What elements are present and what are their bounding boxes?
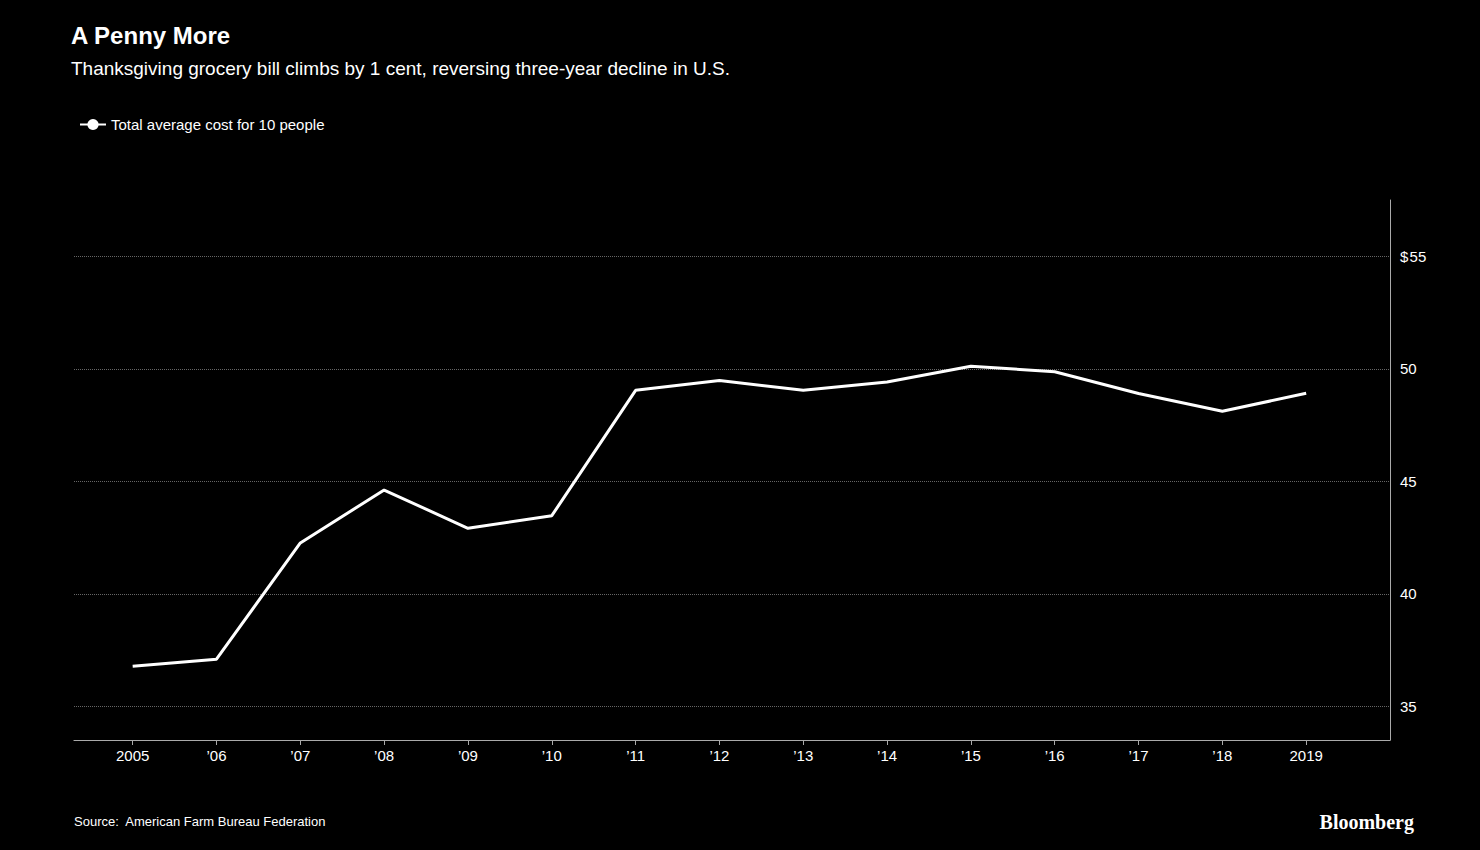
svg-text:’17: ’17 bbox=[1129, 747, 1149, 764]
svg-text:Thanksgiving grocery bill clim: Thanksgiving grocery bill climbs by 1 ce… bbox=[71, 58, 730, 79]
svg-text:’06: ’06 bbox=[206, 747, 226, 764]
svg-text:’12: ’12 bbox=[709, 747, 729, 764]
svg-text:’14: ’14 bbox=[877, 747, 897, 764]
svg-text:2019: 2019 bbox=[1289, 747, 1322, 764]
svg-text:’16: ’16 bbox=[1045, 747, 1065, 764]
svg-text:’07: ’07 bbox=[290, 747, 310, 764]
svg-text:’10: ’10 bbox=[542, 747, 562, 764]
svg-text:’09: ’09 bbox=[458, 747, 478, 764]
svg-text:35: 35 bbox=[1400, 698, 1417, 715]
svg-text:40: 40 bbox=[1400, 585, 1417, 602]
svg-text:Total average cost for 10 peop: Total average cost for 10 people bbox=[111, 116, 324, 133]
svg-text:’11: ’11 bbox=[626, 747, 645, 764]
svg-text:50: 50 bbox=[1400, 360, 1417, 377]
svg-text:’08: ’08 bbox=[374, 747, 394, 764]
svg-text:’15: ’15 bbox=[961, 747, 981, 764]
svg-text:45: 45 bbox=[1400, 473, 1417, 490]
svg-text:Bloomberg: Bloomberg bbox=[1320, 811, 1414, 834]
svg-text:’18: ’18 bbox=[1212, 747, 1232, 764]
svg-text:’13: ’13 bbox=[793, 747, 813, 764]
svg-text:$ 55: $ 55 bbox=[1400, 248, 1426, 265]
svg-text:Source: American Farm Bureau: Source: American Farm Bureau Federation bbox=[74, 814, 325, 829]
svg-text:A Penny More: A Penny More bbox=[71, 22, 230, 49]
svg-text:2005: 2005 bbox=[116, 747, 149, 764]
